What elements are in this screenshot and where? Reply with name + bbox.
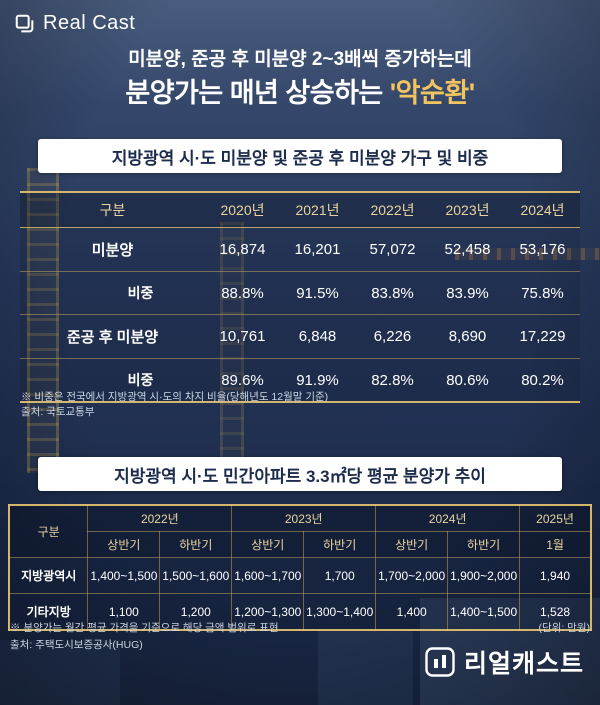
value-cell: 1,200 [159, 593, 233, 631]
year-group-header: 2024년 [375, 504, 521, 532]
value-cell: 80.6% [430, 358, 505, 403]
year-group-header: 2025년 [519, 504, 592, 532]
value-cell: 89.6% [205, 358, 280, 403]
column-header: 2024년 [505, 192, 580, 228]
sub-header: 하반기 [159, 531, 233, 558]
table-row: 준공 후 미분양 10,761 6,848 6,226 8,690 17,229 [20, 314, 580, 359]
value-cell: 52,458 [430, 227, 505, 272]
table-row: 기타지방 1,100 1,200 1,200~1,300 1,300~1,400… [8, 593, 592, 631]
value-cell: 17,229 [505, 314, 580, 359]
row-label: 준공 후 미분양 [20, 314, 205, 359]
table-header-row-years: 구분 2022년 2023년 2024년 2025년 [8, 504, 592, 558]
value-cell: 53,176 [505, 227, 580, 272]
value-cell: 1,528 [519, 593, 592, 631]
table-header-row: 구분 2020년 2021년 2022년 2023년 2024년 [20, 192, 580, 228]
headline-line2: 분양가는 매년 상승하는 '악순환' [0, 71, 600, 110]
value-cell: 82.8% [355, 358, 430, 403]
value-cell: 1,600~1,700 [231, 557, 305, 594]
value-cell: 1,400~1,500 [87, 557, 161, 594]
column-header: 2022년 [355, 192, 430, 228]
value-cell: 16,874 [205, 227, 280, 272]
table-header-row-half: 상반기 하반기 상반기 하반기 상반기 하반기 1월 [9, 531, 592, 558]
value-cell: 6,848 [280, 314, 355, 359]
value-cell: 75.8% [505, 271, 580, 315]
bg-building-silhouette [0, 640, 120, 705]
table2-title-panel: 지방광역 시·도 민간아파트 3.3㎡당 평균 분양가 추이 [38, 457, 562, 491]
overlapping-squares-icon [15, 14, 34, 32]
value-cell: 16,201 [280, 227, 355, 272]
table1-source: 출처: 국토교통부 [21, 406, 95, 418]
row-label: 기타지방 [8, 593, 89, 631]
value-cell: 1,400~1,500 [447, 593, 521, 631]
value-cell: 1,500~1,600 [159, 557, 233, 594]
year-group-header: 2023년 [231, 504, 377, 532]
column-header: 구분 [20, 192, 205, 228]
row-label: 미분양 [20, 227, 205, 272]
sale-price-table: 구분 2022년 2023년 2024년 2025년 상반기 하반기 상반기 하… [8, 504, 592, 631]
table-row: 지방광역시 1,400~1,500 1,500~1,600 1,600~1,70… [8, 557, 592, 594]
sub-header: 상반기 [375, 531, 449, 558]
sub-header: 상반기 [231, 531, 305, 558]
value-cell: 1,700~2,000 [375, 557, 449, 594]
value-cell: 88.8% [205, 271, 280, 315]
value-cell: 57,072 [355, 227, 430, 272]
value-cell: 83.8% [355, 271, 430, 315]
column-header: 2023년 [430, 192, 505, 228]
row-label-sub: 비중 [20, 271, 205, 315]
value-cell: 1,200~1,300 [231, 593, 305, 631]
value-cell: 10,761 [205, 314, 280, 359]
headline-line1: 미분양, 준공 후 미분양 2~3배씩 증가하는데 [128, 49, 472, 70]
table2-unit: (단위: 만원) [538, 622, 590, 634]
headline-line2-prefix: 분양가는 매년 상승하는 [125, 78, 390, 108]
value-cell: 1,400 [375, 593, 449, 631]
table1-title-panel: 지방광역 시·도 미분양 및 준공 후 미분양 가구 및 비중 [38, 139, 562, 173]
table2-note: ※ 분양가는 월간 평균 가격을 기준으로 해당 금액 범위로 표현 [10, 622, 279, 634]
sub-header: 하반기 [447, 531, 521, 558]
value-cell: 6,226 [355, 314, 430, 359]
realcast-logo-bottom-text: 리얼캐스트 [463, 650, 584, 678]
table-row: 비중 88.8% 91.5% 83.8% 83.9% 75.8% [20, 271, 580, 315]
value-cell: 83.9% [430, 271, 505, 315]
value-cell: 1,100 [87, 593, 161, 631]
realcast-logo-bottom: 리얼캐스트 [424, 644, 584, 680]
sub-header: 1월 [519, 531, 592, 558]
table2-footnote-row: ※ 분양가는 월간 평균 가격을 기준으로 해당 금액 범위로 표현 (단위: … [10, 621, 590, 636]
column-header: 2020년 [205, 192, 280, 228]
realcast-logo-text: Real Cast [43, 12, 136, 34]
value-cell: 1,300~1,400 [303, 593, 377, 631]
value-cell: 91.9% [280, 358, 355, 403]
building-app-icon [425, 647, 455, 677]
table2-source: 출처: 주택도시보증공사(HUG) [10, 639, 143, 651]
column-header: 2021년 [280, 192, 355, 228]
unsold-housing-table: 구분 2020년 2021년 2022년 2023년 2024년 미분양 16,… [20, 191, 580, 403]
value-cell: 80.2% [505, 358, 580, 403]
table1-footnotes: ※ 비중은 전국에서 지방광역 시·도의 차지 비율(당해년도 12월말 기준)… [21, 390, 328, 420]
year-group-header: 2022년 [87, 504, 233, 532]
corner-header: 구분 [8, 504, 89, 558]
row-label-sub: 비중 [20, 358, 205, 403]
sub-header: 상반기 [87, 531, 161, 558]
table-row: 비중 89.6% 91.9% 82.8% 80.6% 80.2% [20, 358, 580, 403]
sub-header: 하반기 [303, 531, 377, 558]
value-cell: 91.5% [280, 271, 355, 315]
value-cell: 1,900~2,000 [447, 557, 521, 594]
value-cell: 1,700 [303, 557, 377, 594]
bg-building-silhouette [318, 630, 413, 705]
realcast-logo-top: Real Cast [14, 12, 135, 35]
table1-note: ※ 비중은 전국에서 지방광역 시·도의 차지 비율(당해년도 12월말 기준) [21, 391, 329, 403]
table-row: 미분양 16,874 16,201 57,072 52,458 53,176 [20, 227, 580, 272]
row-label: 지방광역시 [8, 557, 89, 594]
value-cell: 1,940 [519, 557, 592, 594]
value-cell: 8,690 [430, 314, 505, 359]
headline-line2-highlight: '악순환' [389, 78, 475, 108]
